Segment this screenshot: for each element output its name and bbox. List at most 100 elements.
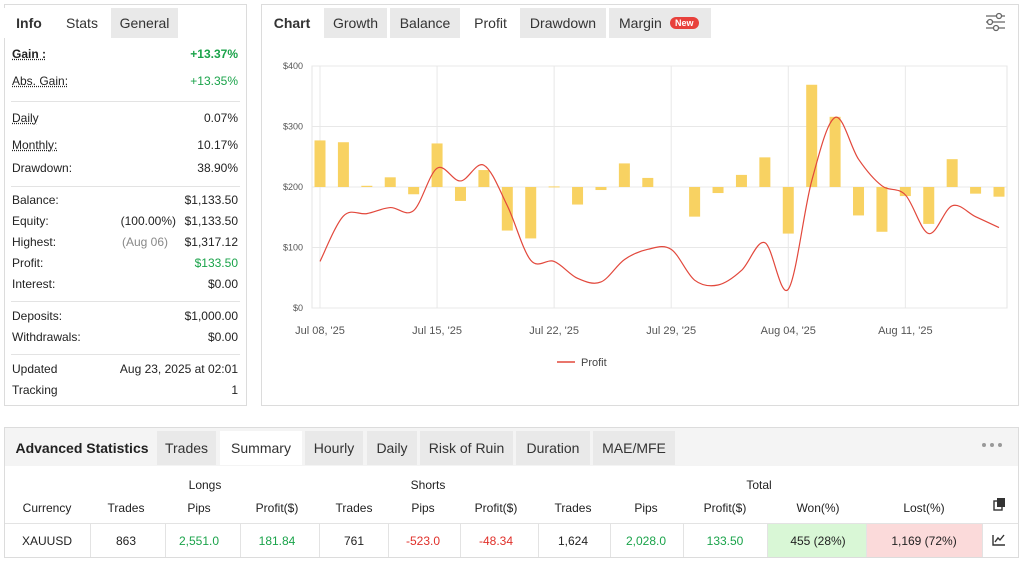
column-header: Profit($) xyxy=(703,501,747,515)
copy-icon xyxy=(997,498,1005,507)
bar xyxy=(735,174,747,187)
bar xyxy=(454,187,466,201)
col-sep xyxy=(982,524,983,557)
y-tick-label: $0 xyxy=(293,303,303,313)
stat-value: +13.35% xyxy=(190,74,238,88)
bar xyxy=(595,187,607,191)
tab[interactable]: Hourly xyxy=(305,431,363,465)
bar xyxy=(923,187,935,224)
tab[interactable]: Margin New xyxy=(609,8,711,38)
tab[interactable]: Daily xyxy=(367,431,417,465)
profit-line xyxy=(319,116,1000,292)
bar xyxy=(946,159,958,187)
stat-label: Updated xyxy=(12,362,58,376)
column-header: Pips xyxy=(411,501,435,515)
col-sep xyxy=(610,524,611,557)
y-tick-label: $400 xyxy=(283,61,303,71)
bar xyxy=(384,177,396,187)
stat-row: Drawdown: 38.90% xyxy=(12,159,238,177)
stat-label: Gain : xyxy=(12,47,47,61)
stat-value: $1,000.00 xyxy=(184,309,238,323)
settings-icon xyxy=(986,18,994,26)
tab[interactable]: Drawdown xyxy=(520,8,606,38)
x-tick-label: Aug 04, '25 xyxy=(761,325,816,337)
tab[interactable]: Duration xyxy=(516,431,590,465)
stat-value: +13.37% xyxy=(190,47,238,61)
table-cell: 2,028.0 xyxy=(625,534,667,548)
table-cell: 455 (28%) xyxy=(790,534,846,548)
col-sep xyxy=(165,524,166,557)
stat-value: $1,317.12 xyxy=(184,235,238,249)
bar xyxy=(899,187,911,197)
legend-label: Profit xyxy=(581,357,607,369)
stat-value: $0.00 xyxy=(207,277,238,291)
stat-row: Updated Aug 23, 2025 at 02:01 xyxy=(12,360,238,378)
bar xyxy=(314,140,326,187)
bar xyxy=(689,187,701,217)
col-sep xyxy=(683,524,684,557)
bar xyxy=(431,143,443,187)
won-bg xyxy=(767,524,866,557)
stat-label: Tracking xyxy=(12,383,58,397)
more-icon xyxy=(990,443,994,447)
column-header: Trades xyxy=(554,501,592,515)
chart-panel xyxy=(261,4,1019,406)
col-sep xyxy=(319,524,320,557)
bar xyxy=(853,187,865,216)
settings-icon xyxy=(995,12,1003,20)
bar xyxy=(970,187,982,194)
tab[interactable]: MAE/MFE xyxy=(593,431,675,465)
table-cell: 1,169 (72%) xyxy=(891,534,957,548)
stat-label: Interest: xyxy=(12,277,56,291)
stat-row: Withdrawals: $0.00 xyxy=(12,328,238,346)
lost-bg xyxy=(867,524,982,557)
new-badge: New xyxy=(670,17,699,29)
tab[interactable]: Risk of Ruin xyxy=(420,431,513,465)
column-header: Profit($) xyxy=(474,501,518,515)
stat-value: Aug 23, 2025 at 02:01 xyxy=(119,362,238,376)
table-cell: 761 xyxy=(343,534,365,548)
bar xyxy=(712,187,724,194)
stat-row: Interest: $0.00 xyxy=(12,275,238,293)
stat-row: Profit: $133.50 xyxy=(12,254,238,272)
table-cell: -523.0 xyxy=(405,534,441,548)
table-cell: 181.84 xyxy=(258,534,296,548)
y-tick-label: $200 xyxy=(283,182,303,192)
column-header: Pips xyxy=(634,501,658,515)
stat-label: Profit: xyxy=(12,256,44,270)
settings-icon xyxy=(992,24,1000,32)
tab[interactable]: Balance xyxy=(390,8,460,38)
col-sep xyxy=(866,524,867,557)
stats-panel xyxy=(4,4,247,406)
bar xyxy=(782,187,794,234)
stat-note: (100.00%) xyxy=(120,214,176,228)
bar xyxy=(876,187,888,232)
tab[interactable]: General xyxy=(111,8,178,38)
tab[interactable]: Growth xyxy=(324,8,387,38)
stat-value: 1 xyxy=(231,383,238,397)
stat-row: Deposits: $1,000.00 xyxy=(12,307,238,325)
tab[interactable]: Profit xyxy=(463,8,518,38)
x-tick-label: Jul 22, '25 xyxy=(529,325,579,337)
bar xyxy=(408,187,420,195)
tab[interactable]: Trades xyxy=(157,431,216,465)
stat-value: $1,133.50 xyxy=(184,193,238,207)
bar xyxy=(501,187,513,231)
stat-value: 38.90% xyxy=(197,161,238,175)
stat-row: Monthly: 10.17% xyxy=(12,136,238,154)
stat-row: Daily 0.07% xyxy=(12,109,238,127)
stat-label: Withdrawals: xyxy=(12,330,81,344)
stat-row: Abs. Gain: +13.35% xyxy=(12,72,238,90)
tab[interactable]: Stats xyxy=(56,8,108,38)
tab[interactable]: Info xyxy=(4,8,54,38)
stat-row: Tracking 1 xyxy=(12,381,238,399)
stat-row: Gain : +13.37% xyxy=(12,45,238,63)
tab[interactable]: Chart xyxy=(262,8,322,38)
chart-icon xyxy=(992,535,1005,546)
tab[interactable]: Summary xyxy=(220,431,302,465)
x-tick-label: Aug 11, '25 xyxy=(878,325,933,337)
bar xyxy=(993,187,1005,197)
stat-row: Highest: $1,317.12 (Aug 06) xyxy=(12,233,238,251)
stat-label: Drawdown: xyxy=(12,161,73,175)
